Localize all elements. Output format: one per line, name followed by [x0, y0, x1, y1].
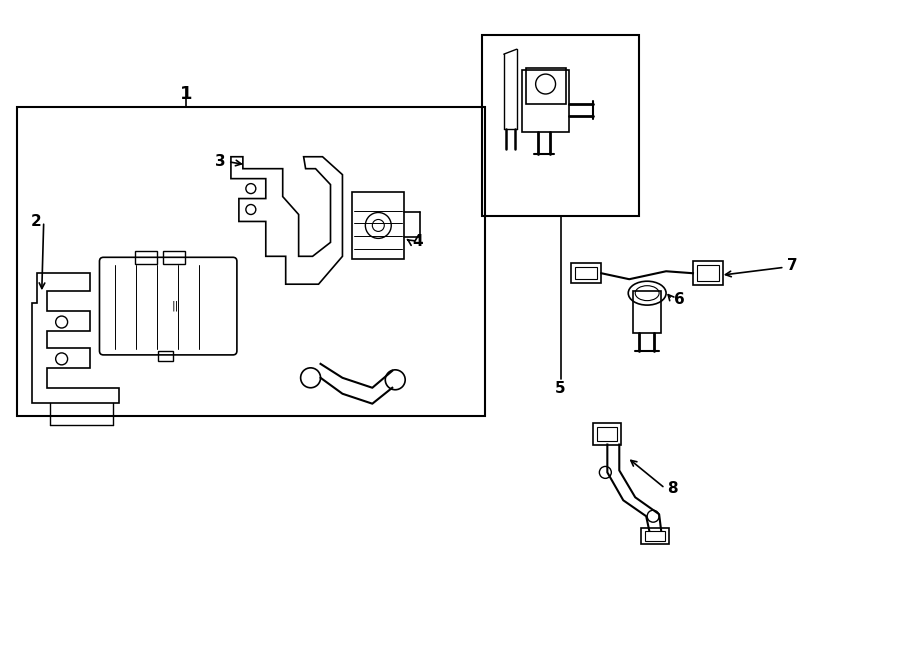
FancyBboxPatch shape [100, 257, 237, 355]
Text: 7: 7 [787, 258, 797, 273]
Bar [163, 251, 185, 264]
Text: 1: 1 [180, 85, 193, 103]
Text: 2: 2 [31, 214, 41, 229]
Bar [572, 263, 601, 283]
Bar [693, 261, 723, 285]
Bar [158, 351, 173, 361]
Bar [353, 192, 404, 259]
Text: 8: 8 [667, 481, 678, 496]
Bar [522, 70, 570, 132]
Text: 5: 5 [555, 381, 566, 396]
Bar [645, 531, 665, 541]
Text: ||: || [172, 301, 179, 311]
Bar [575, 267, 598, 279]
Bar [593, 422, 621, 444]
Text: 3: 3 [215, 154, 226, 169]
Text: 4: 4 [412, 234, 423, 249]
Bar [634, 291, 661, 333]
Bar [641, 528, 669, 544]
Bar [697, 265, 719, 281]
Bar [17, 107, 485, 416]
Bar [598, 426, 617, 440]
Bar [135, 251, 158, 264]
Bar [482, 35, 639, 217]
Bar [526, 68, 565, 104]
Text: 6: 6 [674, 292, 685, 307]
